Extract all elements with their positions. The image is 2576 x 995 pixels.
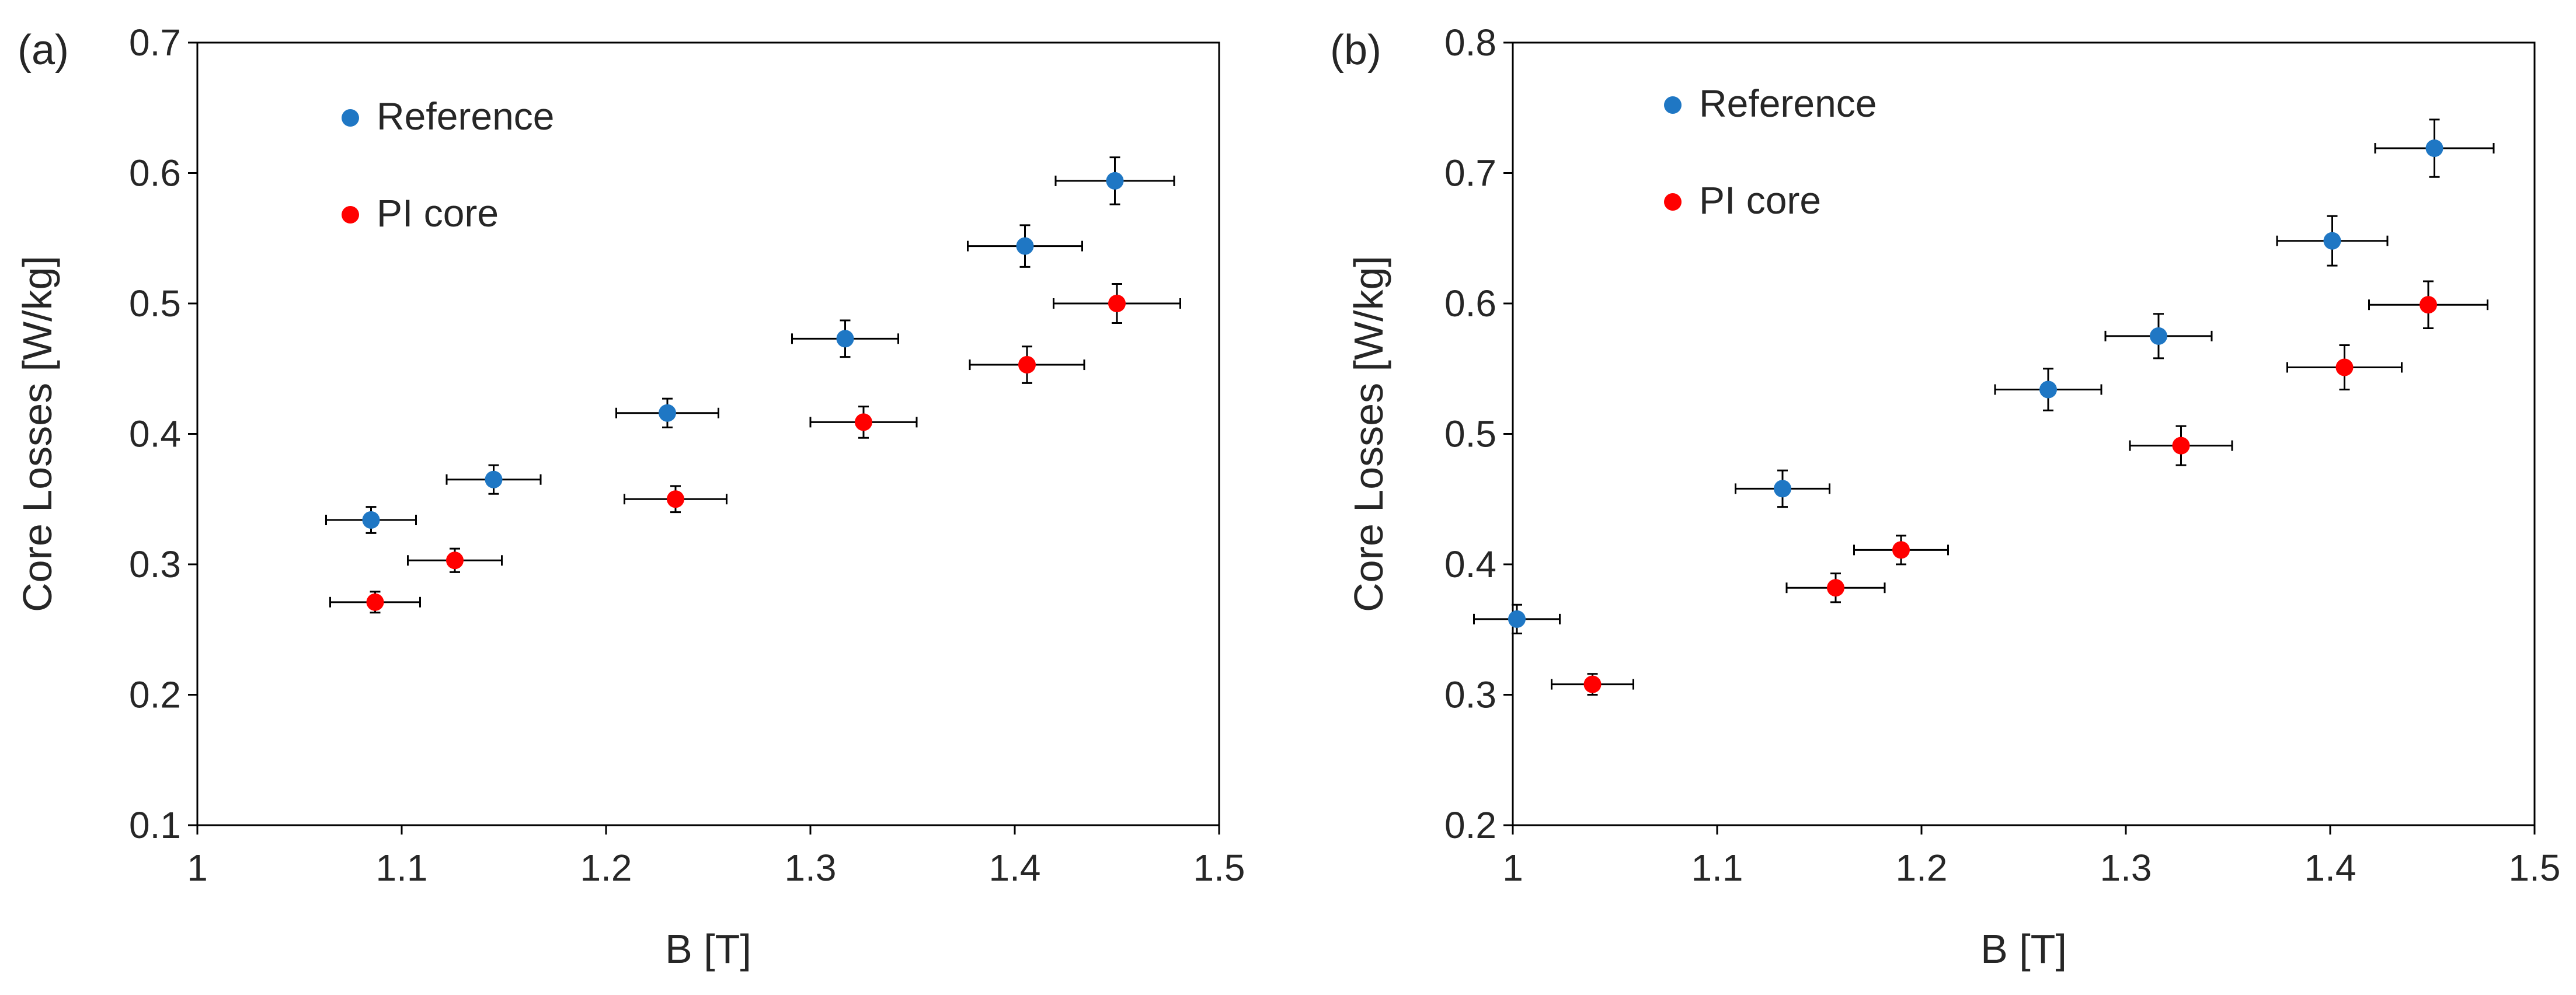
data-point xyxy=(1106,172,1124,190)
data-point xyxy=(2420,296,2437,314)
legend-marker xyxy=(342,109,359,127)
x-tick-label: 1.1 xyxy=(376,847,428,889)
y-tick-label: 0.7 xyxy=(129,22,181,64)
y-tick-label: 0.5 xyxy=(1444,413,1496,455)
y-tick-label: 0.2 xyxy=(1444,804,1496,846)
data-point xyxy=(1583,675,1602,693)
data-point xyxy=(667,490,684,508)
x-tick-label: 1.4 xyxy=(2305,847,2356,889)
data-point xyxy=(2172,437,2190,455)
legend-marker xyxy=(1664,193,1682,211)
y-tick-label: 0.1 xyxy=(129,804,181,846)
x-axis-label: B [T] xyxy=(665,926,751,972)
series-reference: Reference xyxy=(325,95,1175,534)
y-tick-label: 0.7 xyxy=(1444,152,1496,194)
data-point xyxy=(1827,579,1844,597)
data-point xyxy=(366,593,384,611)
x-tick-label: 1 xyxy=(1502,847,1523,889)
x-tick-label: 1 xyxy=(187,847,208,889)
data-point xyxy=(2335,358,2354,376)
y-axis-label: Core Losses [W/kg] xyxy=(1346,256,1391,612)
data-point xyxy=(446,551,464,570)
legend-marker xyxy=(1664,96,1682,114)
data-point xyxy=(1774,480,1791,498)
plot-frame xyxy=(1512,41,2536,826)
x-tick-label: 1.5 xyxy=(2509,847,2561,889)
y-tick-label: 0.4 xyxy=(129,413,181,455)
x-axis-label: B [T] xyxy=(1980,926,2067,972)
y-tick-label: 0.4 xyxy=(1444,543,1496,585)
panel-label: (a) xyxy=(18,27,69,74)
x-tick-label: 1.1 xyxy=(1691,847,1743,889)
data-point xyxy=(1108,295,1126,312)
panel-b: 0.2 0.3 0.4 0.5 0.6 0.7 0.8 1 1.1 1.2 1.3 1.4 1.5 B [… xyxy=(1330,22,2560,972)
series-pi-core: PI core xyxy=(1551,179,2488,696)
y-tick-label: 0.6 xyxy=(129,152,181,194)
legend-marker xyxy=(342,206,359,224)
x-tick-label: 1.3 xyxy=(2100,847,2152,889)
data-point xyxy=(2323,232,2341,250)
legend-label: PI core xyxy=(1699,179,1821,222)
data-point xyxy=(1508,610,1526,628)
data-point xyxy=(2150,327,2167,345)
panel-label: (b) xyxy=(1330,27,1381,74)
data-point xyxy=(2425,139,2443,158)
series-reference: Reference xyxy=(1473,82,2495,634)
error-bar xyxy=(809,406,918,439)
y-tick-label: 0.6 xyxy=(1444,282,1496,324)
x-tick-label: 1.3 xyxy=(785,847,837,889)
data-point xyxy=(855,413,872,431)
plot-frame xyxy=(196,41,1220,826)
data-point xyxy=(1018,356,1036,374)
data-point xyxy=(362,511,380,529)
y-tick-label: 0.2 xyxy=(129,674,181,716)
data-point xyxy=(1892,541,1910,559)
data-point xyxy=(659,404,676,422)
legend-label: Reference xyxy=(377,95,555,138)
x-tick-label: 1.2 xyxy=(1896,847,1948,889)
data-point xyxy=(2039,380,2057,399)
y-axis-label: Core Losses [W/kg] xyxy=(15,256,60,612)
legend-label: PI core xyxy=(377,191,499,235)
x-tick-label: 1.4 xyxy=(989,847,1041,889)
data-point xyxy=(1016,237,1034,255)
y-tick-label: 0.8 xyxy=(1444,22,1496,64)
data-point xyxy=(485,470,503,488)
y-tick-label: 0.3 xyxy=(129,543,181,585)
x-tick-label: 1.5 xyxy=(1193,847,1245,889)
y-tick-label: 0.5 xyxy=(129,282,181,324)
panel-a: 0.1 0.2 0.3 0.4 0.5 0.6 0.7 1 1.1 1.2 1.3 1.4 1.5 B [… xyxy=(15,22,1245,972)
legend-label: Reference xyxy=(1699,82,1877,125)
data-point xyxy=(836,330,854,348)
series-pi-core: PI core xyxy=(329,191,1181,614)
x-tick-label: 1.2 xyxy=(580,847,632,889)
y-tick-label: 0.3 xyxy=(1444,674,1496,716)
